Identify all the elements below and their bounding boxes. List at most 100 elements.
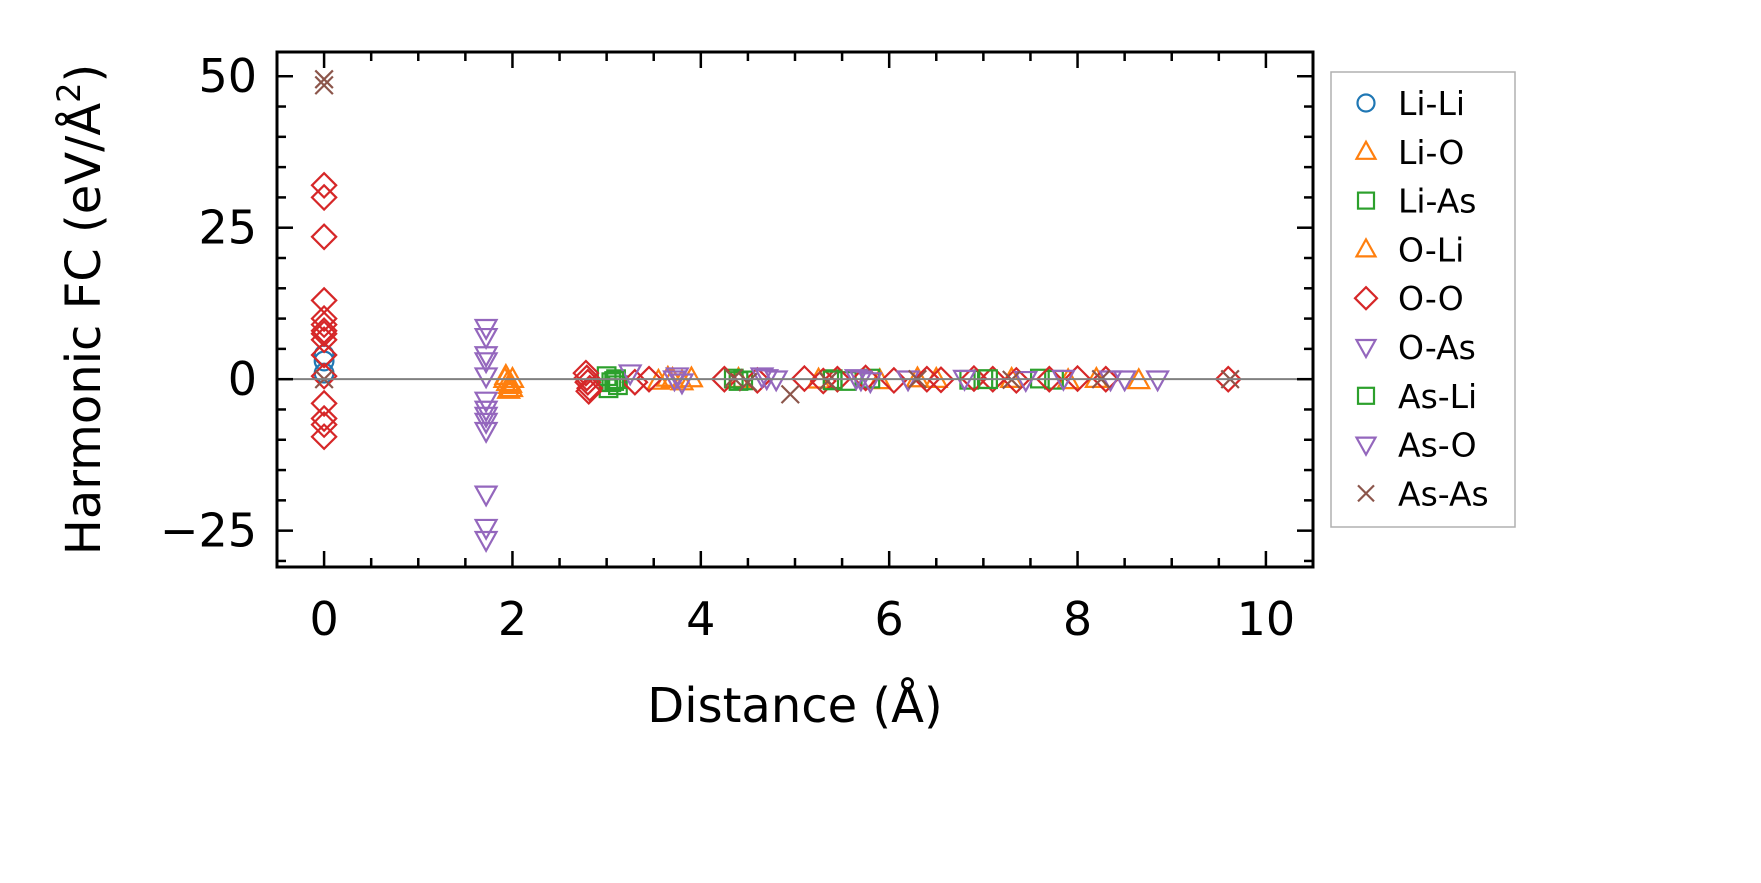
- legend-marker: [1354, 237, 1378, 258]
- data-point: [310, 310, 338, 339]
- plot-markers: [310, 69, 1242, 553]
- data-point: [1035, 365, 1063, 393]
- y-axis-label-superscript: 2: [50, 82, 88, 102]
- legend: Li-Li Li-O Li-As O-Li O-O O-As As-Li As-O As-As: [1330, 71, 1516, 528]
- y-axis-label-close: ): [56, 64, 112, 83]
- y-tick-label: −25: [160, 504, 257, 558]
- legend-item: As-As: [1357, 474, 1489, 513]
- legend-items: Li-Li Li-O Li-As O-Li O-O O-As As-Li As-O As-As: [1353, 84, 1489, 513]
- data-point: [314, 75, 334, 95]
- x-tick-label: 6: [875, 592, 904, 646]
- data-point: [310, 223, 338, 251]
- x-tick-label: 4: [686, 592, 715, 646]
- data-point: [310, 183, 338, 212]
- data-point: [823, 365, 852, 393]
- legend-label: O-As: [1398, 328, 1476, 367]
- data-point: [496, 376, 522, 399]
- x-tick-label: 10: [1237, 592, 1296, 646]
- legend-label: As-As: [1398, 474, 1489, 513]
- legend-marker: [1357, 484, 1375, 503]
- legend-item: As-O: [1354, 426, 1477, 465]
- data-point: [1112, 370, 1137, 393]
- data-point: [1051, 369, 1076, 392]
- data-point: [635, 365, 663, 393]
- data-point: [1098, 370, 1123, 393]
- axis-ticks: [275, 52, 1315, 567]
- y-axis-label-main: Harmonic FC (eV/Å: [55, 103, 112, 556]
- legend-item: Li-O: [1354, 133, 1464, 172]
- data-point: [574, 368, 602, 396]
- data-point: [498, 370, 523, 393]
- data-point: [679, 365, 704, 388]
- legend-item: Li-As: [1356, 182, 1477, 221]
- data-point: [310, 404, 338, 433]
- data-point: [473, 346, 499, 369]
- data-point: [310, 423, 338, 451]
- legend-marker: [1354, 436, 1378, 457]
- x-axis-label: Distance (Å): [647, 677, 942, 734]
- y-tick-label: 0: [228, 352, 257, 406]
- data-point: [960, 364, 988, 393]
- data-point: [473, 406, 499, 429]
- data-point: [572, 359, 600, 387]
- data-point: [601, 372, 622, 393]
- data-point: [880, 366, 908, 395]
- data-point: [724, 368, 744, 388]
- series-o-as: [473, 318, 1170, 553]
- y-axis-label: Harmonic FC (eV/Å2): [50, 64, 112, 556]
- data-point: [310, 341, 338, 369]
- data-point: [617, 364, 643, 387]
- data-point: [749, 367, 775, 390]
- legend-marker: [1354, 139, 1378, 160]
- series-as-as: [314, 69, 1240, 404]
- data-point: [790, 364, 819, 393]
- data-point: [1145, 370, 1170, 393]
- data-point: [310, 171, 338, 199]
- data-point: [604, 371, 625, 391]
- legend-label: As-Li: [1398, 377, 1477, 416]
- legend-marker: [1353, 285, 1379, 311]
- x-tick-label: 0: [309, 592, 338, 646]
- data-point: [573, 364, 601, 392]
- data-point: [473, 530, 499, 553]
- legend-item: As-Li: [1356, 377, 1477, 416]
- legend-marker: [1356, 386, 1376, 405]
- legend-label: Li-O: [1398, 133, 1464, 172]
- legend-label: Li-Li: [1398, 84, 1465, 123]
- legend-item: Li-Li: [1356, 84, 1465, 123]
- y-tick-labels: −25 0 25 50: [160, 49, 257, 557]
- data-point: [738, 372, 758, 392]
- data-point: [310, 320, 338, 348]
- legend-item: O-O: [1353, 279, 1464, 318]
- legend-label: O-Li: [1398, 230, 1464, 269]
- data-point: [662, 370, 687, 393]
- data-point: [473, 485, 499, 508]
- data-point: [473, 327, 499, 351]
- data-point: [905, 365, 930, 388]
- legend-item: O-Li: [1354, 230, 1464, 269]
- data-point: [575, 377, 603, 405]
- data-point: [310, 304, 338, 333]
- data-point: [895, 370, 921, 393]
- data-point: [310, 326, 338, 354]
- legend-label: Li-As: [1398, 182, 1477, 221]
- plot-frame: [275, 50, 1315, 569]
- series-o-o: [310, 171, 1242, 451]
- legend-item: O-As: [1354, 328, 1476, 367]
- data-point: [743, 366, 771, 395]
- legend-marker: [1356, 191, 1376, 210]
- data-point: [473, 400, 499, 423]
- y-tick-label: 25: [198, 201, 257, 255]
- data-point: [848, 370, 874, 393]
- data-point: [310, 389, 338, 418]
- data-point: [818, 371, 838, 391]
- legend-label: O-O: [1398, 279, 1464, 318]
- data-point: [492, 365, 518, 388]
- data-point: [473, 518, 499, 541]
- data-point: [314, 69, 334, 89]
- x-tick-label: 8: [1063, 592, 1092, 646]
- legend-label: As-O: [1398, 426, 1477, 465]
- data-point: [310, 286, 338, 315]
- x-tick-labels: 0 2 4 6 8 10: [309, 592, 1295, 646]
- data-point: [1214, 365, 1242, 393]
